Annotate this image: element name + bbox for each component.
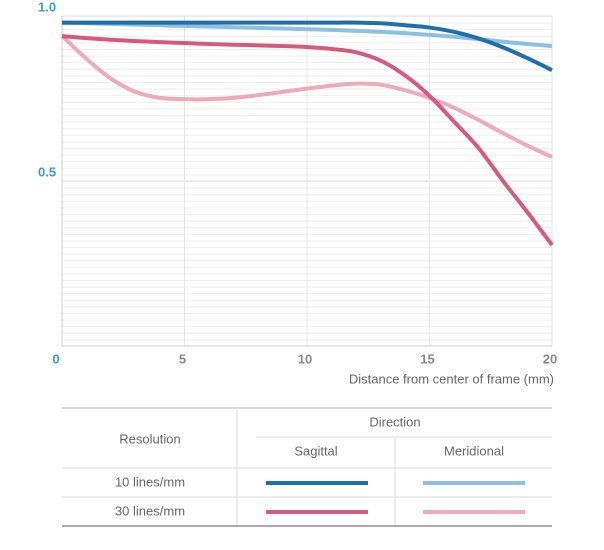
- legend-label: 30 lines/mm: [115, 503, 185, 518]
- table-header: Direction: [369, 414, 420, 429]
- y-tick-label: 1.0: [38, 0, 56, 14]
- line: [60, 34, 553, 159]
- x-tick-label: 10: [298, 351, 312, 366]
- x-tick-label: 5: [179, 351, 186, 366]
- x-axis-label: Distance from center of frame (mm): [349, 371, 554, 386]
- x-tick-label: 20: [543, 351, 557, 366]
- line: [61, 20, 553, 49]
- table-header: Meridional: [444, 443, 504, 458]
- table-header: Resolution: [119, 431, 180, 446]
- x-tick-label: 15: [420, 351, 434, 366]
- line: [62, 20, 553, 72]
- line: [61, 34, 554, 247]
- legend-label: 10 lines/mm: [115, 474, 185, 489]
- table-header: Sagittal: [294, 443, 337, 458]
- y-tick-label: 0.5: [38, 164, 56, 179]
- x-tick-label: 0: [52, 351, 59, 366]
